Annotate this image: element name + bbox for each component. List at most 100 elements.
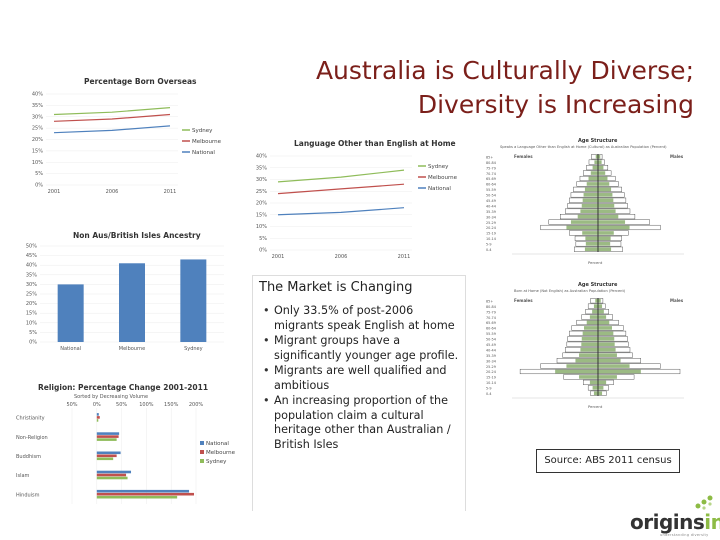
y-tick-label: 30% <box>256 177 267 183</box>
age-label: 75-79 <box>486 166 496 170</box>
legend-label: Melbourne <box>192 139 222 145</box>
series-line-sydney <box>53 107 171 116</box>
category-label: Non-Religion <box>16 435 48 441</box>
bar-national <box>96 470 132 474</box>
bar <box>57 284 84 342</box>
age-label: 80-84 <box>486 161 496 165</box>
x-tick-label: National <box>60 346 81 352</box>
x-tick-label: 2001 <box>48 189 61 195</box>
y-tick-label: 0% <box>35 183 43 189</box>
chart-title: Age Structure <box>578 282 618 288</box>
age-label: 80-84 <box>486 305 496 309</box>
bar-melbourne <box>96 435 119 438</box>
bar-national <box>96 413 99 416</box>
age-label: 85+ <box>486 155 493 159</box>
x-axis-label: Percent <box>588 260 603 265</box>
y-tick-label: 0% <box>29 340 37 346</box>
y-tick-label: 30% <box>32 114 43 120</box>
age-label: 75-79 <box>486 310 496 314</box>
chart-subtitle: Speaks a Language Other than English at … <box>500 145 667 149</box>
x-axis-label: Percent <box>588 404 603 409</box>
series-line-melbourne <box>53 113 171 122</box>
legend-label: Melbourne <box>206 450 236 456</box>
age-label: 10-14 <box>486 381 496 385</box>
chart-subtitle: Sorted by Decreasing Volume <box>74 394 148 400</box>
age-pyramid-top: Age Structure Speaks a Language Other th… <box>484 134 696 266</box>
age-label: 60-64 <box>486 327 496 331</box>
age-label: 30-34 <box>486 359 496 363</box>
age-label: 55-59 <box>486 188 496 192</box>
bar-melbourne <box>96 473 127 477</box>
age-label: 10-14 <box>486 237 496 241</box>
x-tick-label: 2001 <box>272 254 285 260</box>
bar-sydney <box>96 495 178 499</box>
age-label: 70-74 <box>486 172 496 176</box>
age-label: 45-49 <box>486 199 496 203</box>
logo-mark-icon <box>695 495 713 510</box>
y-tick-label: 5% <box>29 330 37 336</box>
bar-sydney <box>96 438 117 441</box>
category-label: Christianity <box>16 416 45 422</box>
logo-text-info: info <box>704 510 720 534</box>
y-tick-label: 25% <box>256 189 267 195</box>
y-tick-label: 35% <box>256 165 267 171</box>
category-label: Hinduism <box>16 492 40 498</box>
age-label: 20-24 <box>486 226 496 230</box>
bar-national <box>96 451 121 455</box>
age-label: 65-69 <box>486 177 496 181</box>
bar-national <box>96 489 190 493</box>
legend-label: Melbourne <box>428 175 458 181</box>
logo-tagline: understanding diversity <box>660 533 709 537</box>
y-tick-label: 30% <box>26 282 37 288</box>
legend-label: National <box>428 186 451 192</box>
legend-label: National <box>206 441 229 447</box>
x-tick-label: 150% <box>164 402 179 408</box>
age-label: 85+ <box>486 299 493 303</box>
bar-melbourne <box>96 454 117 458</box>
bullet-list: Only 33.5% of post-2006 migrants speak E… <box>263 304 461 453</box>
legend-label: Sydney <box>206 459 227 465</box>
age-label: 45-49 <box>486 343 496 347</box>
panel-title: The Market is Changing <box>259 280 413 295</box>
age-label: 35-39 <box>486 210 496 214</box>
category-label: Buddhism <box>16 454 41 460</box>
y-tick-label: 50% <box>26 244 37 250</box>
y-tick-label: 25% <box>32 126 43 132</box>
y-tick-label: 5% <box>259 236 267 242</box>
bar-melbourne <box>96 416 100 419</box>
y-tick-label: 20% <box>256 201 267 207</box>
chart-title: Percentage Born Overseas <box>84 77 197 86</box>
legend-label-females: Females <box>514 154 533 159</box>
x-tick-label: 50% <box>116 402 127 408</box>
x-tick-label: 200% <box>189 402 204 408</box>
bar-national <box>96 432 120 435</box>
chart-subtitle: Born at Home (Not English) as Australian… <box>514 289 626 293</box>
series-line-melbourne <box>277 183 405 195</box>
y-tick-label: 40% <box>32 92 43 98</box>
age-label: 50-54 <box>486 338 496 342</box>
x-tick-label: 2011 <box>398 254 411 260</box>
x-tick-label: 2011 <box>164 189 177 195</box>
x-tick-label: 2006 <box>335 254 348 260</box>
legend-label-females: Females <box>514 298 533 303</box>
age-label: 40-44 <box>486 348 496 352</box>
age-label: 0-4 <box>486 392 492 396</box>
series-line-sydney <box>277 169 405 183</box>
age-label: 5-9 <box>486 387 492 391</box>
legend-swatch <box>200 450 204 454</box>
y-tick-label: 35% <box>26 272 37 278</box>
age-label: 35-39 <box>486 354 496 358</box>
y-tick-label: 45% <box>26 253 37 259</box>
born-overseas-chart: Percentage Born Overseas 40% 35% 30% 25% 20%… <box>18 72 238 202</box>
slide-title: Australia is Culturally Diverse; Diversi… <box>250 54 694 122</box>
market-panel: The Market is Changing Only 33.5% of pos… <box>252 275 466 511</box>
age-label: 70-74 <box>486 316 496 320</box>
ancestry-chart: Non Aus/British Isles Ancestry 50% 45% 40%… <box>18 222 240 356</box>
age-label: 20-24 <box>486 370 496 374</box>
slide-title-line1: Australia is Culturally Diverse; <box>315 56 694 85</box>
x-tick-label: 100% <box>139 402 154 408</box>
y-tick-label: 5% <box>35 171 43 177</box>
age-pyramid-bottom: Age Structure Born at Home (Not English)… <box>484 278 696 410</box>
age-label: 40-44 <box>486 204 496 208</box>
age-label: 0-4 <box>486 248 492 252</box>
